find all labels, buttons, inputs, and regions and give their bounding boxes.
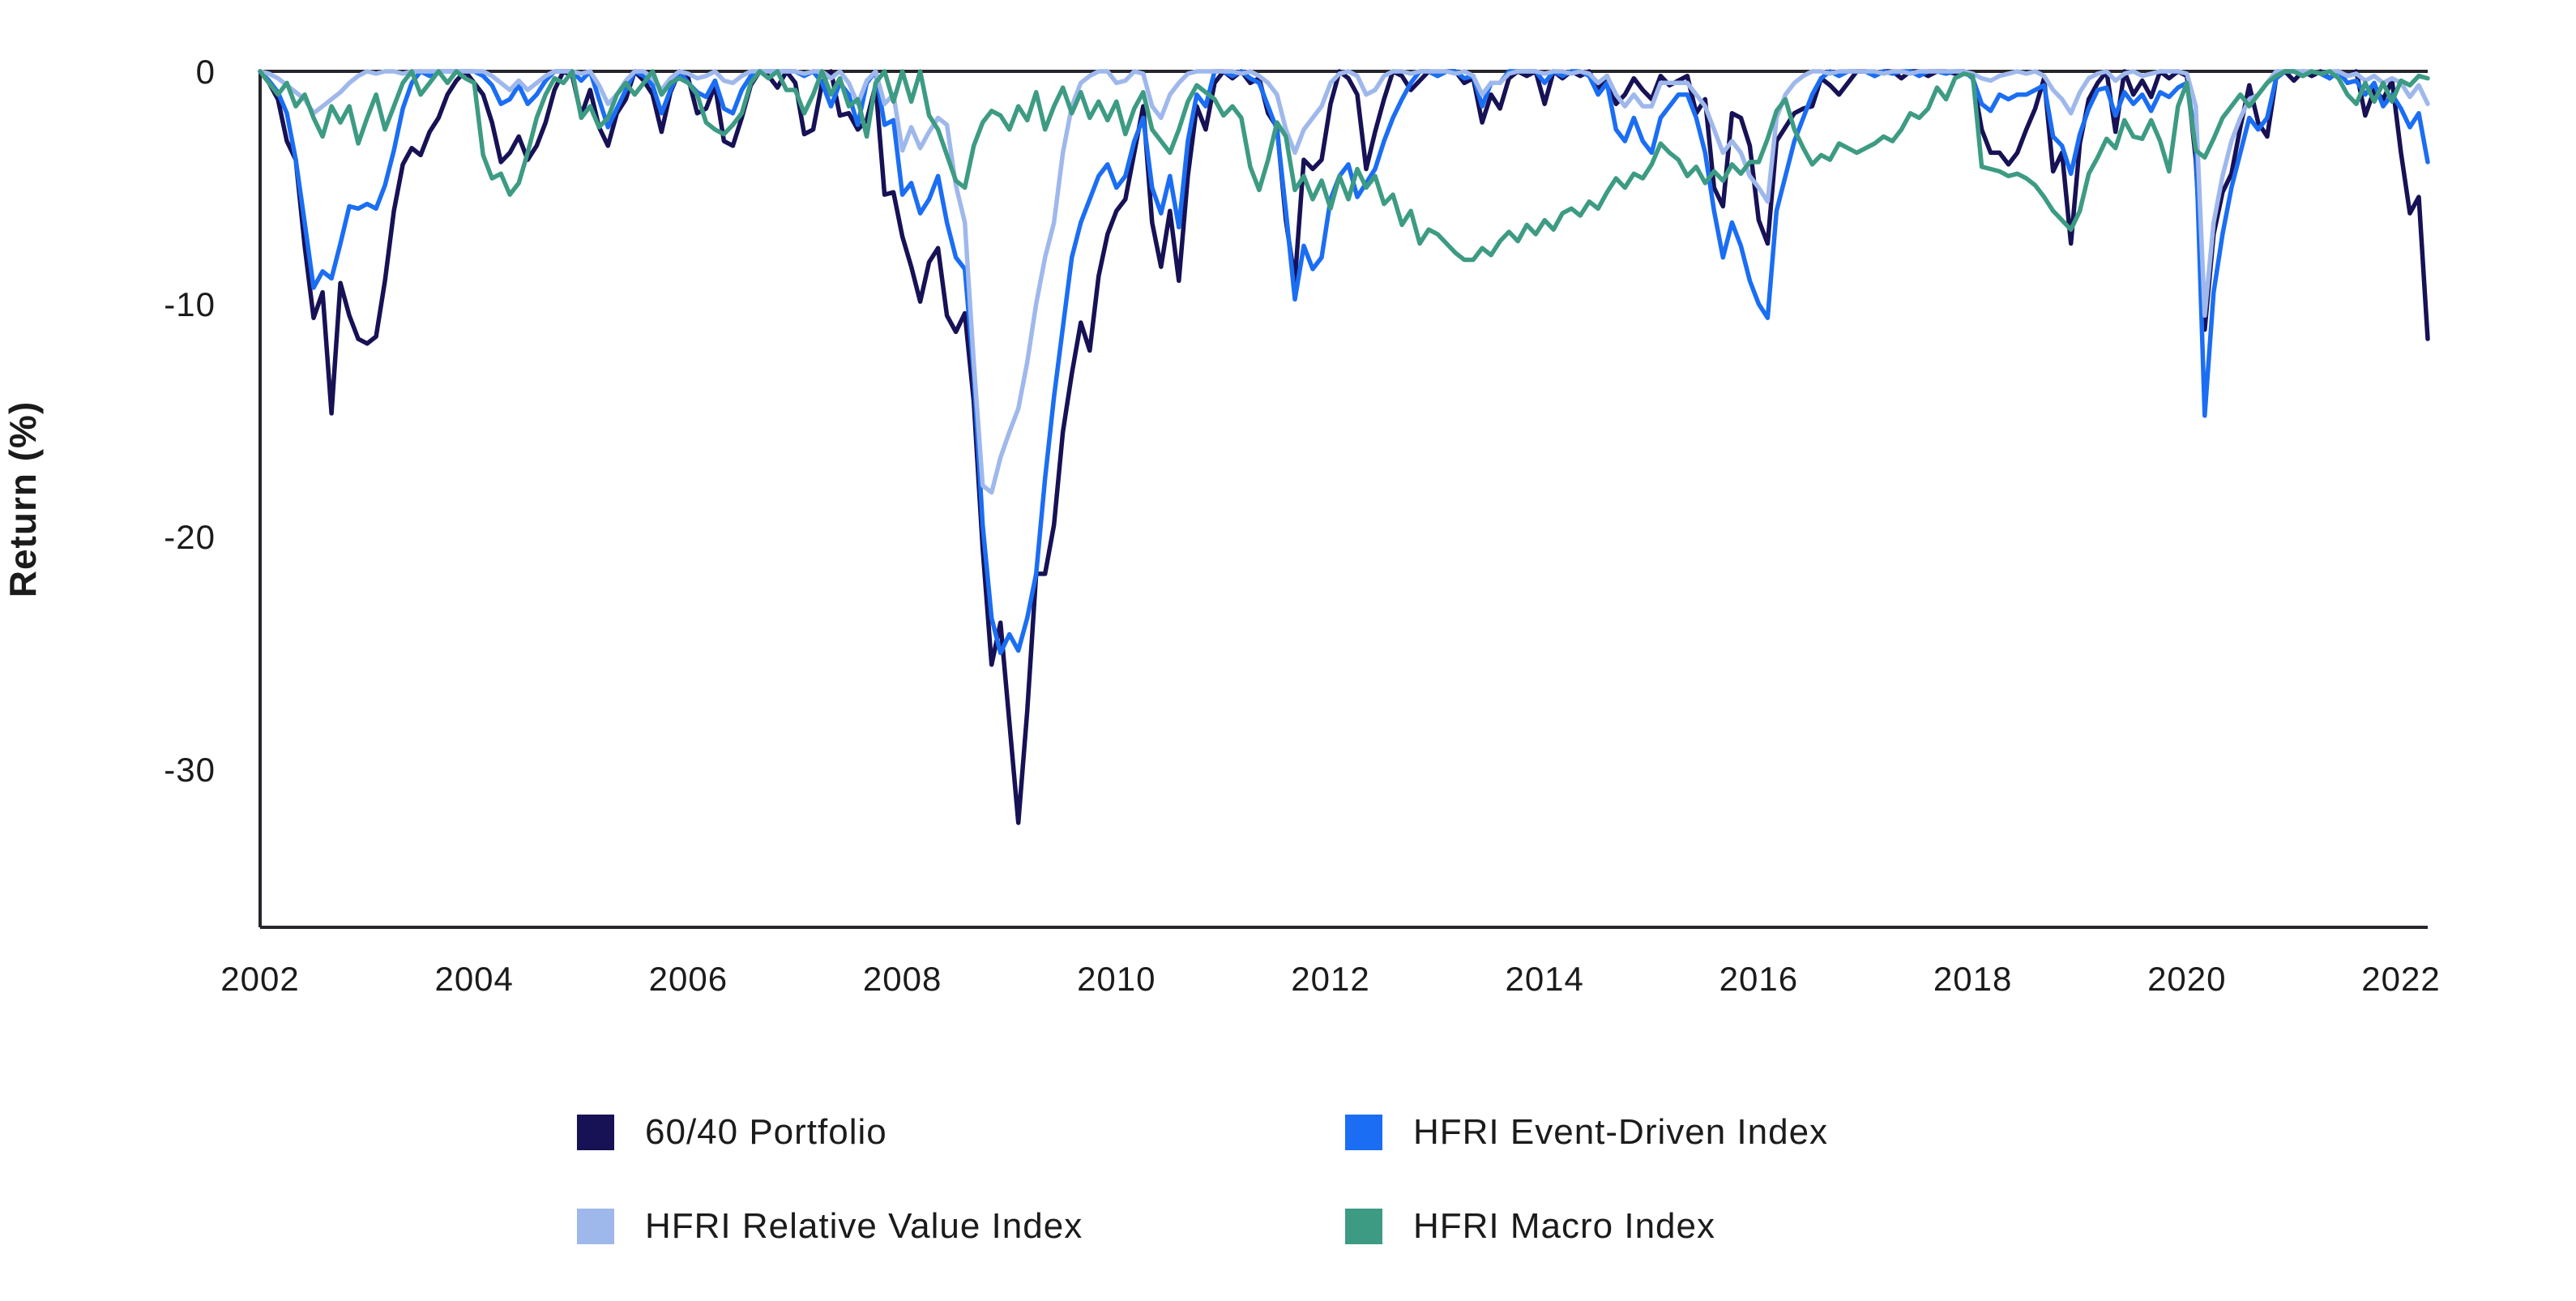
y-tick-label--30: -30 xyxy=(164,751,216,789)
series-layer xyxy=(258,69,2430,825)
x-tick-label-2020: 2020 xyxy=(2147,960,2226,998)
axes-layer xyxy=(258,70,2428,929)
y-tick-label--10: -10 xyxy=(164,285,216,323)
x-tick-label-2016: 2016 xyxy=(1719,960,1798,998)
x-tick-label-2006: 2006 xyxy=(649,960,728,998)
y-axis-title: Return (%) xyxy=(2,401,44,598)
x-tick-label-2022: 2022 xyxy=(2361,960,2440,998)
x-tick-label-2018: 2018 xyxy=(1933,960,2012,998)
x-tick-label-2008: 2008 xyxy=(863,960,942,998)
series-line-hfri-macro-index xyxy=(258,69,2430,263)
y-tick-label--20: -20 xyxy=(164,518,216,556)
x-tick-label-2010: 2010 xyxy=(1077,960,1156,998)
x-tick-label-2014: 2014 xyxy=(1505,960,1583,998)
y-tick-label-0: 0 xyxy=(196,53,216,91)
series-line-hfri-event-driven-index xyxy=(258,69,2430,656)
series-line-60-40-portfolio xyxy=(258,69,2430,825)
labels-layer: 0 -10 -20 -30 2002 2004 2006 2008 2010 2012 2014 20… xyxy=(2,53,2440,998)
x-tick-label-2012: 2012 xyxy=(1291,960,1369,998)
x-tick-label-2002: 2002 xyxy=(220,960,299,998)
x-tick-label-2004: 2004 xyxy=(434,960,513,998)
series-line-hfri-relative-value-index xyxy=(258,69,2430,495)
